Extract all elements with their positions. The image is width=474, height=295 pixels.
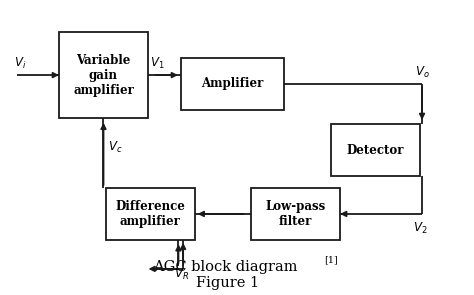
Text: Low-pass
filter: Low-pass filter [265,200,326,228]
Text: $V_1$: $V_1$ [150,56,165,71]
Text: Variable
gain
amplifier: Variable gain amplifier [73,54,134,96]
Text: $V_R$: $V_R$ [174,267,189,282]
Text: AGC block diagram: AGC block diagram [153,260,302,274]
FancyBboxPatch shape [181,58,284,110]
Text: $V_o$: $V_o$ [415,65,430,80]
FancyBboxPatch shape [331,124,419,176]
Text: $V_2$: $V_2$ [413,221,427,236]
Text: Detector: Detector [346,144,404,157]
Text: $V_i$: $V_i$ [15,56,27,71]
Text: Amplifier: Amplifier [201,77,264,90]
FancyBboxPatch shape [59,32,148,119]
Text: [1]: [1] [324,256,337,265]
Text: Difference
amplifier: Difference amplifier [115,200,185,228]
FancyBboxPatch shape [251,188,340,240]
FancyBboxPatch shape [106,188,195,240]
Text: $V_c$: $V_c$ [108,140,123,155]
Text: Figure 1: Figure 1 [196,276,259,290]
